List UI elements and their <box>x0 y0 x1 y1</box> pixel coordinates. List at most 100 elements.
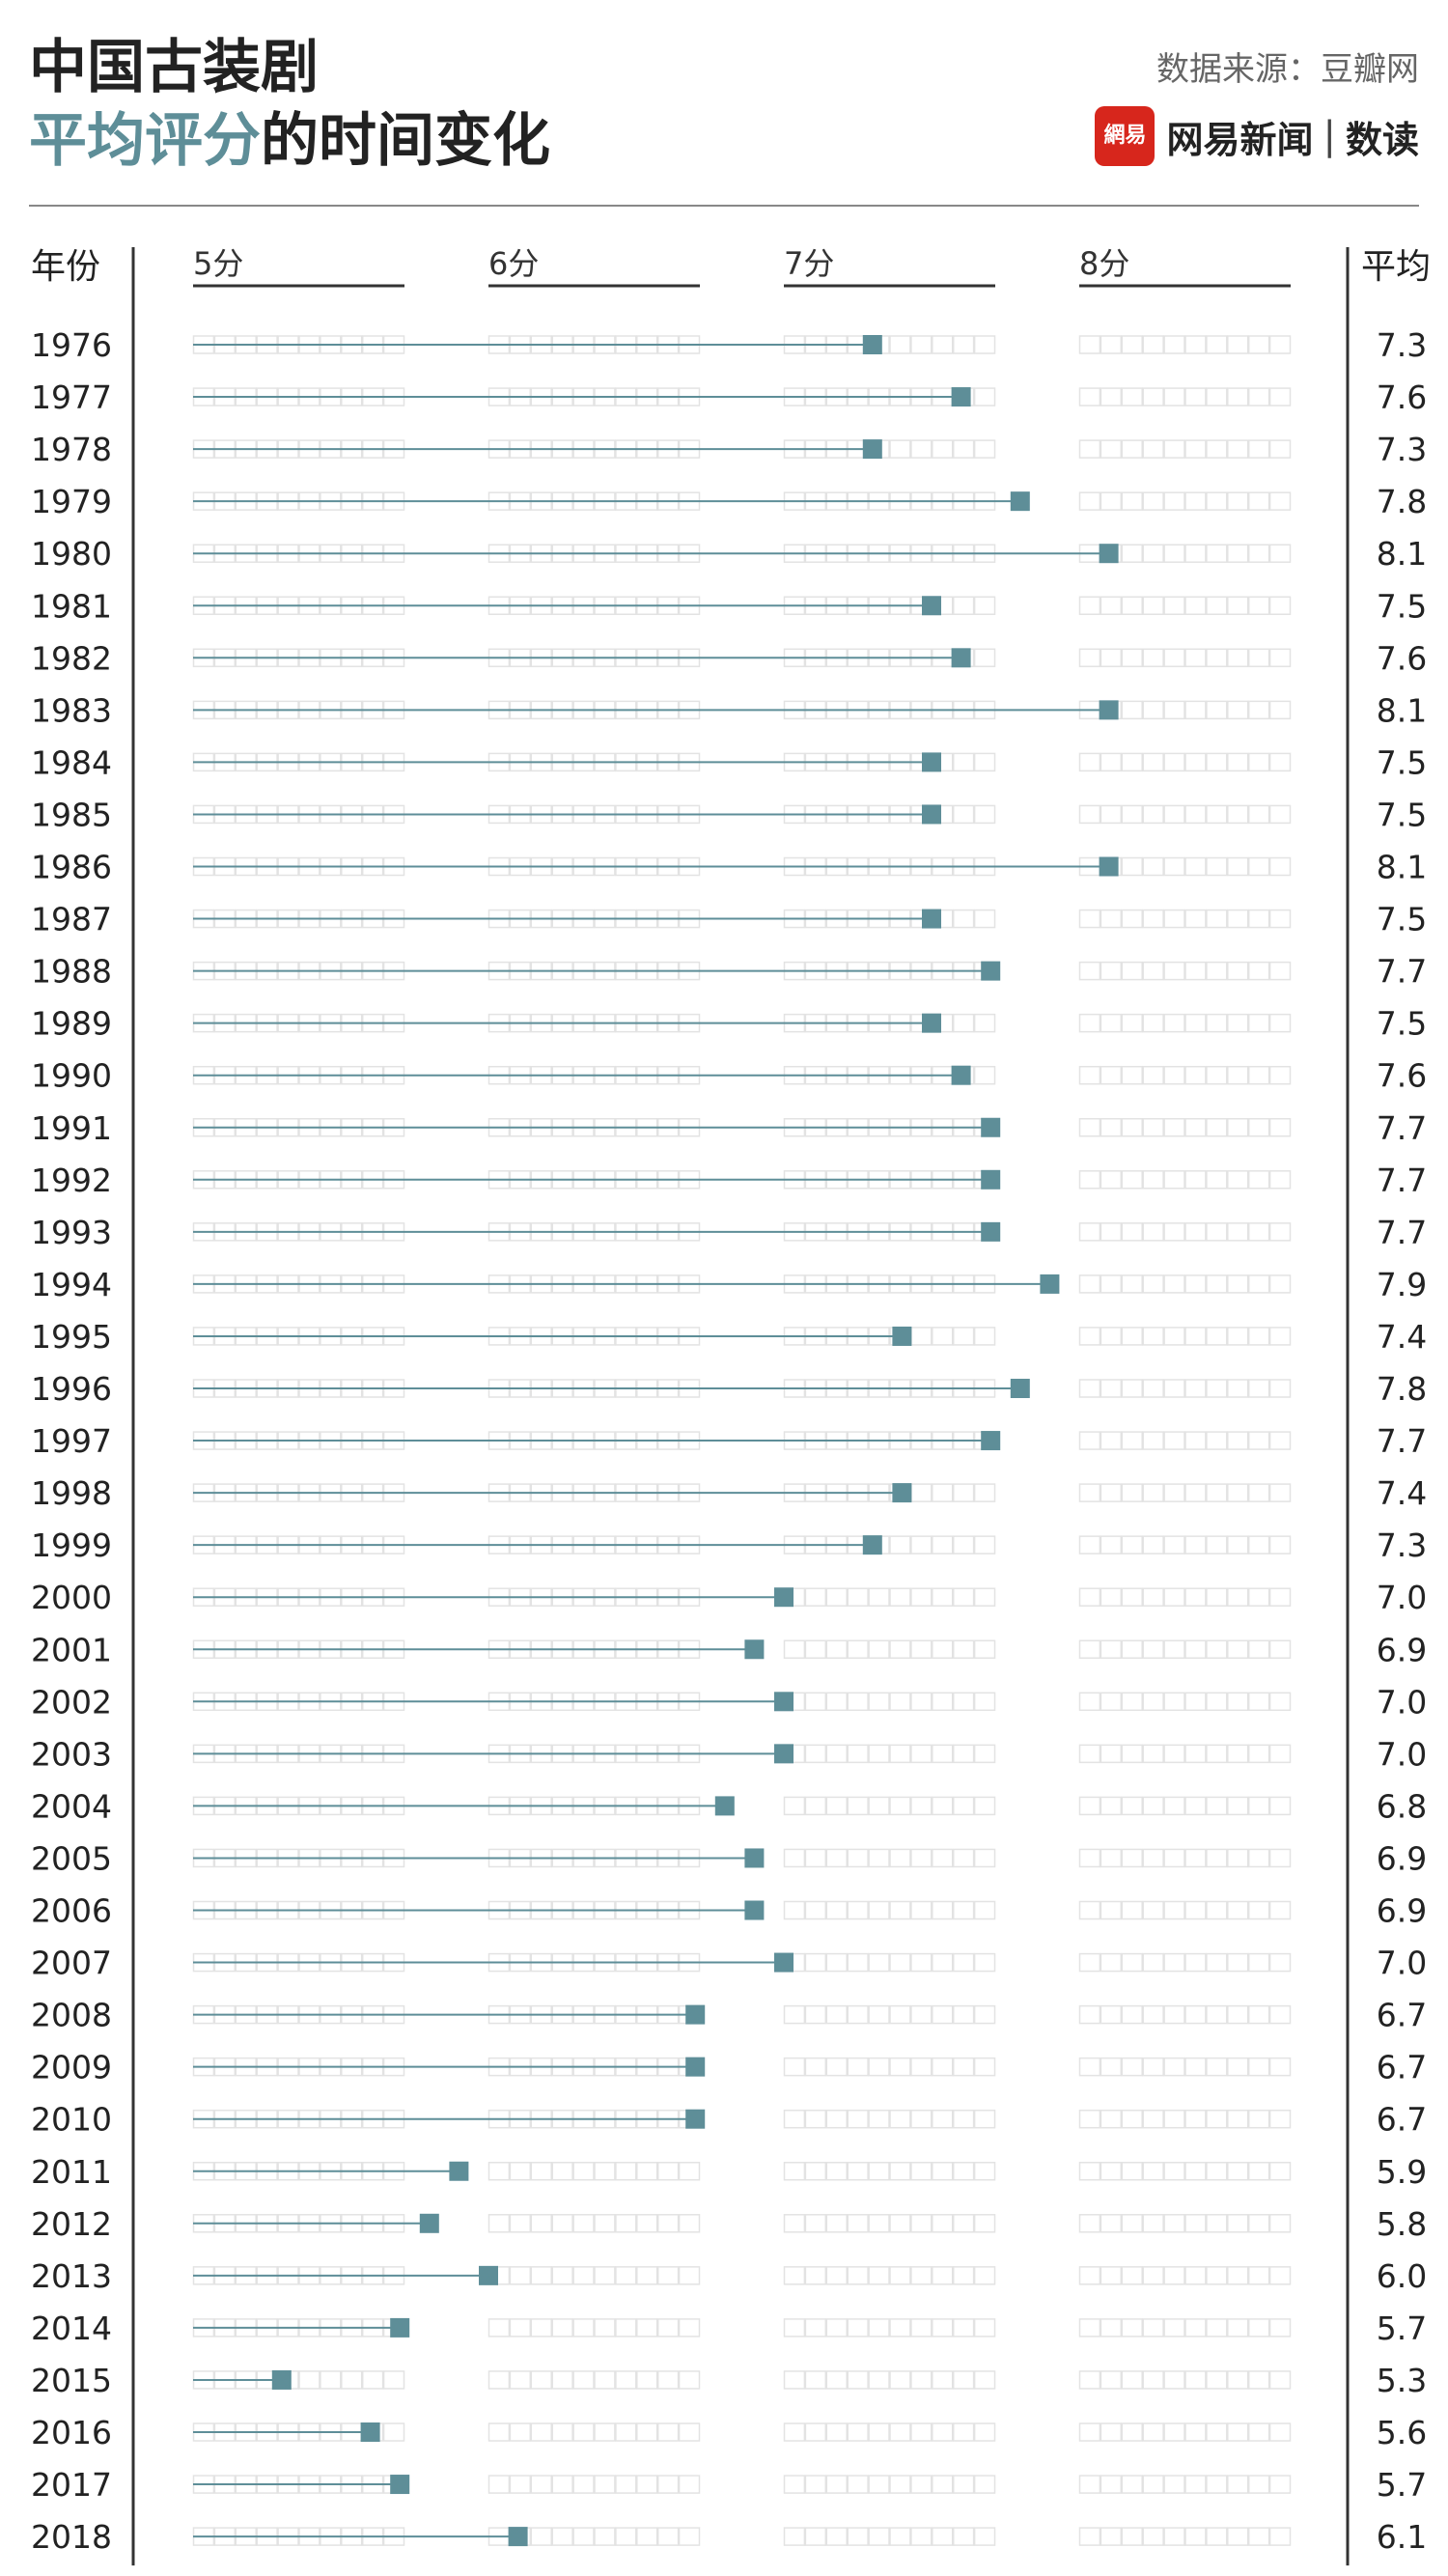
grid-box <box>973 2004 996 2025</box>
value-marker <box>862 335 882 354</box>
grid-box <box>1163 1744 1185 1764</box>
grid-box <box>678 2422 701 2442</box>
grid-box <box>1268 2318 1292 2338</box>
grid-box <box>1227 1118 1249 1137</box>
grid-box <box>1268 439 1292 459</box>
grid-box <box>1268 1535 1292 1554</box>
average-label: 5.6 <box>1377 2414 1427 2451</box>
grid-box <box>1247 2422 1270 2442</box>
grid-box <box>1121 648 1143 668</box>
grid-box <box>1078 1639 1101 1659</box>
grid-box <box>952 1952 975 1973</box>
grid-box <box>1163 961 1185 981</box>
grid-box <box>1247 2004 1270 2025</box>
value-marker <box>1099 544 1119 564</box>
grid-box <box>1268 1379 1292 1398</box>
average-label: 5.8 <box>1377 2205 1427 2243</box>
grid-box <box>1268 1065 1292 1085</box>
grid-box <box>509 2162 532 2181</box>
grid-box <box>1100 2527 1123 2546</box>
year-label: 1978 <box>31 431 112 468</box>
value-marker <box>390 2475 410 2495</box>
grid-box <box>804 2057 827 2077</box>
value-marker <box>685 2109 706 2129</box>
grid-box <box>1206 2318 1228 2338</box>
grid-box <box>678 2214 701 2233</box>
grid-box <box>1206 1013 1228 1033</box>
grid-box <box>847 2422 869 2442</box>
grid-box <box>1227 2057 1249 2077</box>
grid-box <box>1100 961 1123 981</box>
grid-box <box>1247 961 1270 981</box>
grid-box <box>1163 335 1185 354</box>
grid-box <box>1121 1222 1143 1242</box>
grid-box <box>615 2214 637 2233</box>
grid-box <box>1206 752 1228 772</box>
grid-box <box>1247 1848 1270 1868</box>
grid-box <box>868 2370 890 2390</box>
grid-box <box>1100 1952 1123 1973</box>
grid-box <box>530 2318 552 2338</box>
grid-box <box>847 2370 869 2390</box>
grid-box <box>1268 804 1292 825</box>
grid-box <box>1163 700 1185 720</box>
grid-box <box>1268 387 1292 406</box>
grid-box <box>1121 335 1143 354</box>
grid-box <box>1078 2318 1101 2338</box>
grid-box <box>1121 387 1143 406</box>
year-label: 1998 <box>31 1474 112 1512</box>
grid-box <box>889 2422 911 2442</box>
grid-box <box>1227 596 1249 615</box>
tick-label: 7分 <box>784 245 834 282</box>
grid-box <box>1100 2162 1123 2181</box>
grid-box <box>615 2422 637 2442</box>
grid-box <box>1121 2422 1143 2442</box>
chart-row: 2008 6.7 <box>31 1997 1427 2034</box>
grid-box <box>868 1744 890 1764</box>
grid-box <box>1206 1118 1228 1137</box>
grid-box <box>1100 1744 1123 1764</box>
grid-box <box>1121 1639 1143 1659</box>
grid-box <box>1142 1796 1164 1816</box>
grid-box <box>932 1796 954 1816</box>
grid-box <box>1100 1692 1123 1712</box>
grid-box <box>551 2370 573 2390</box>
grid-box <box>868 1796 890 1816</box>
grid-box <box>889 1692 911 1712</box>
value-marker <box>981 961 1001 981</box>
average-label: 8.1 <box>1377 535 1427 573</box>
grid-box <box>594 2266 616 2285</box>
grid-box <box>1142 909 1164 929</box>
grid-box <box>1100 1848 1123 1868</box>
value-marker <box>951 387 971 407</box>
grid-box <box>1268 1952 1292 1973</box>
grid-box <box>825 2422 848 2442</box>
year-label: 1999 <box>31 1526 112 1564</box>
grid-box <box>973 1535 996 1554</box>
value-marker <box>508 2527 528 2547</box>
grid-box <box>847 2162 869 2181</box>
grid-box <box>1121 856 1143 877</box>
grid-box <box>1078 1848 1101 1868</box>
grid-box <box>1247 2162 1270 2181</box>
grid-box <box>551 2475 573 2494</box>
grid-box <box>1268 856 1292 877</box>
value-marker <box>862 439 882 460</box>
grid-box <box>1100 2318 1123 2338</box>
grid-box <box>973 387 996 406</box>
grid-box <box>1078 2214 1101 2233</box>
grid-box <box>1227 1431 1249 1450</box>
grid-box <box>594 2318 616 2338</box>
brand-separator: | <box>1323 114 1336 158</box>
grid-box <box>1142 752 1164 772</box>
grid-box <box>1206 2475 1228 2494</box>
grid-box <box>1142 335 1164 354</box>
grid-box <box>1184 1796 1207 1816</box>
year-label: 2004 <box>31 1787 112 1825</box>
chart-row: 1979 7.8 <box>31 483 1427 520</box>
grid-box <box>1163 1483 1185 1502</box>
grid-box <box>656 2214 680 2233</box>
value-marker <box>981 1117 1001 1137</box>
grid-box <box>1078 804 1101 825</box>
